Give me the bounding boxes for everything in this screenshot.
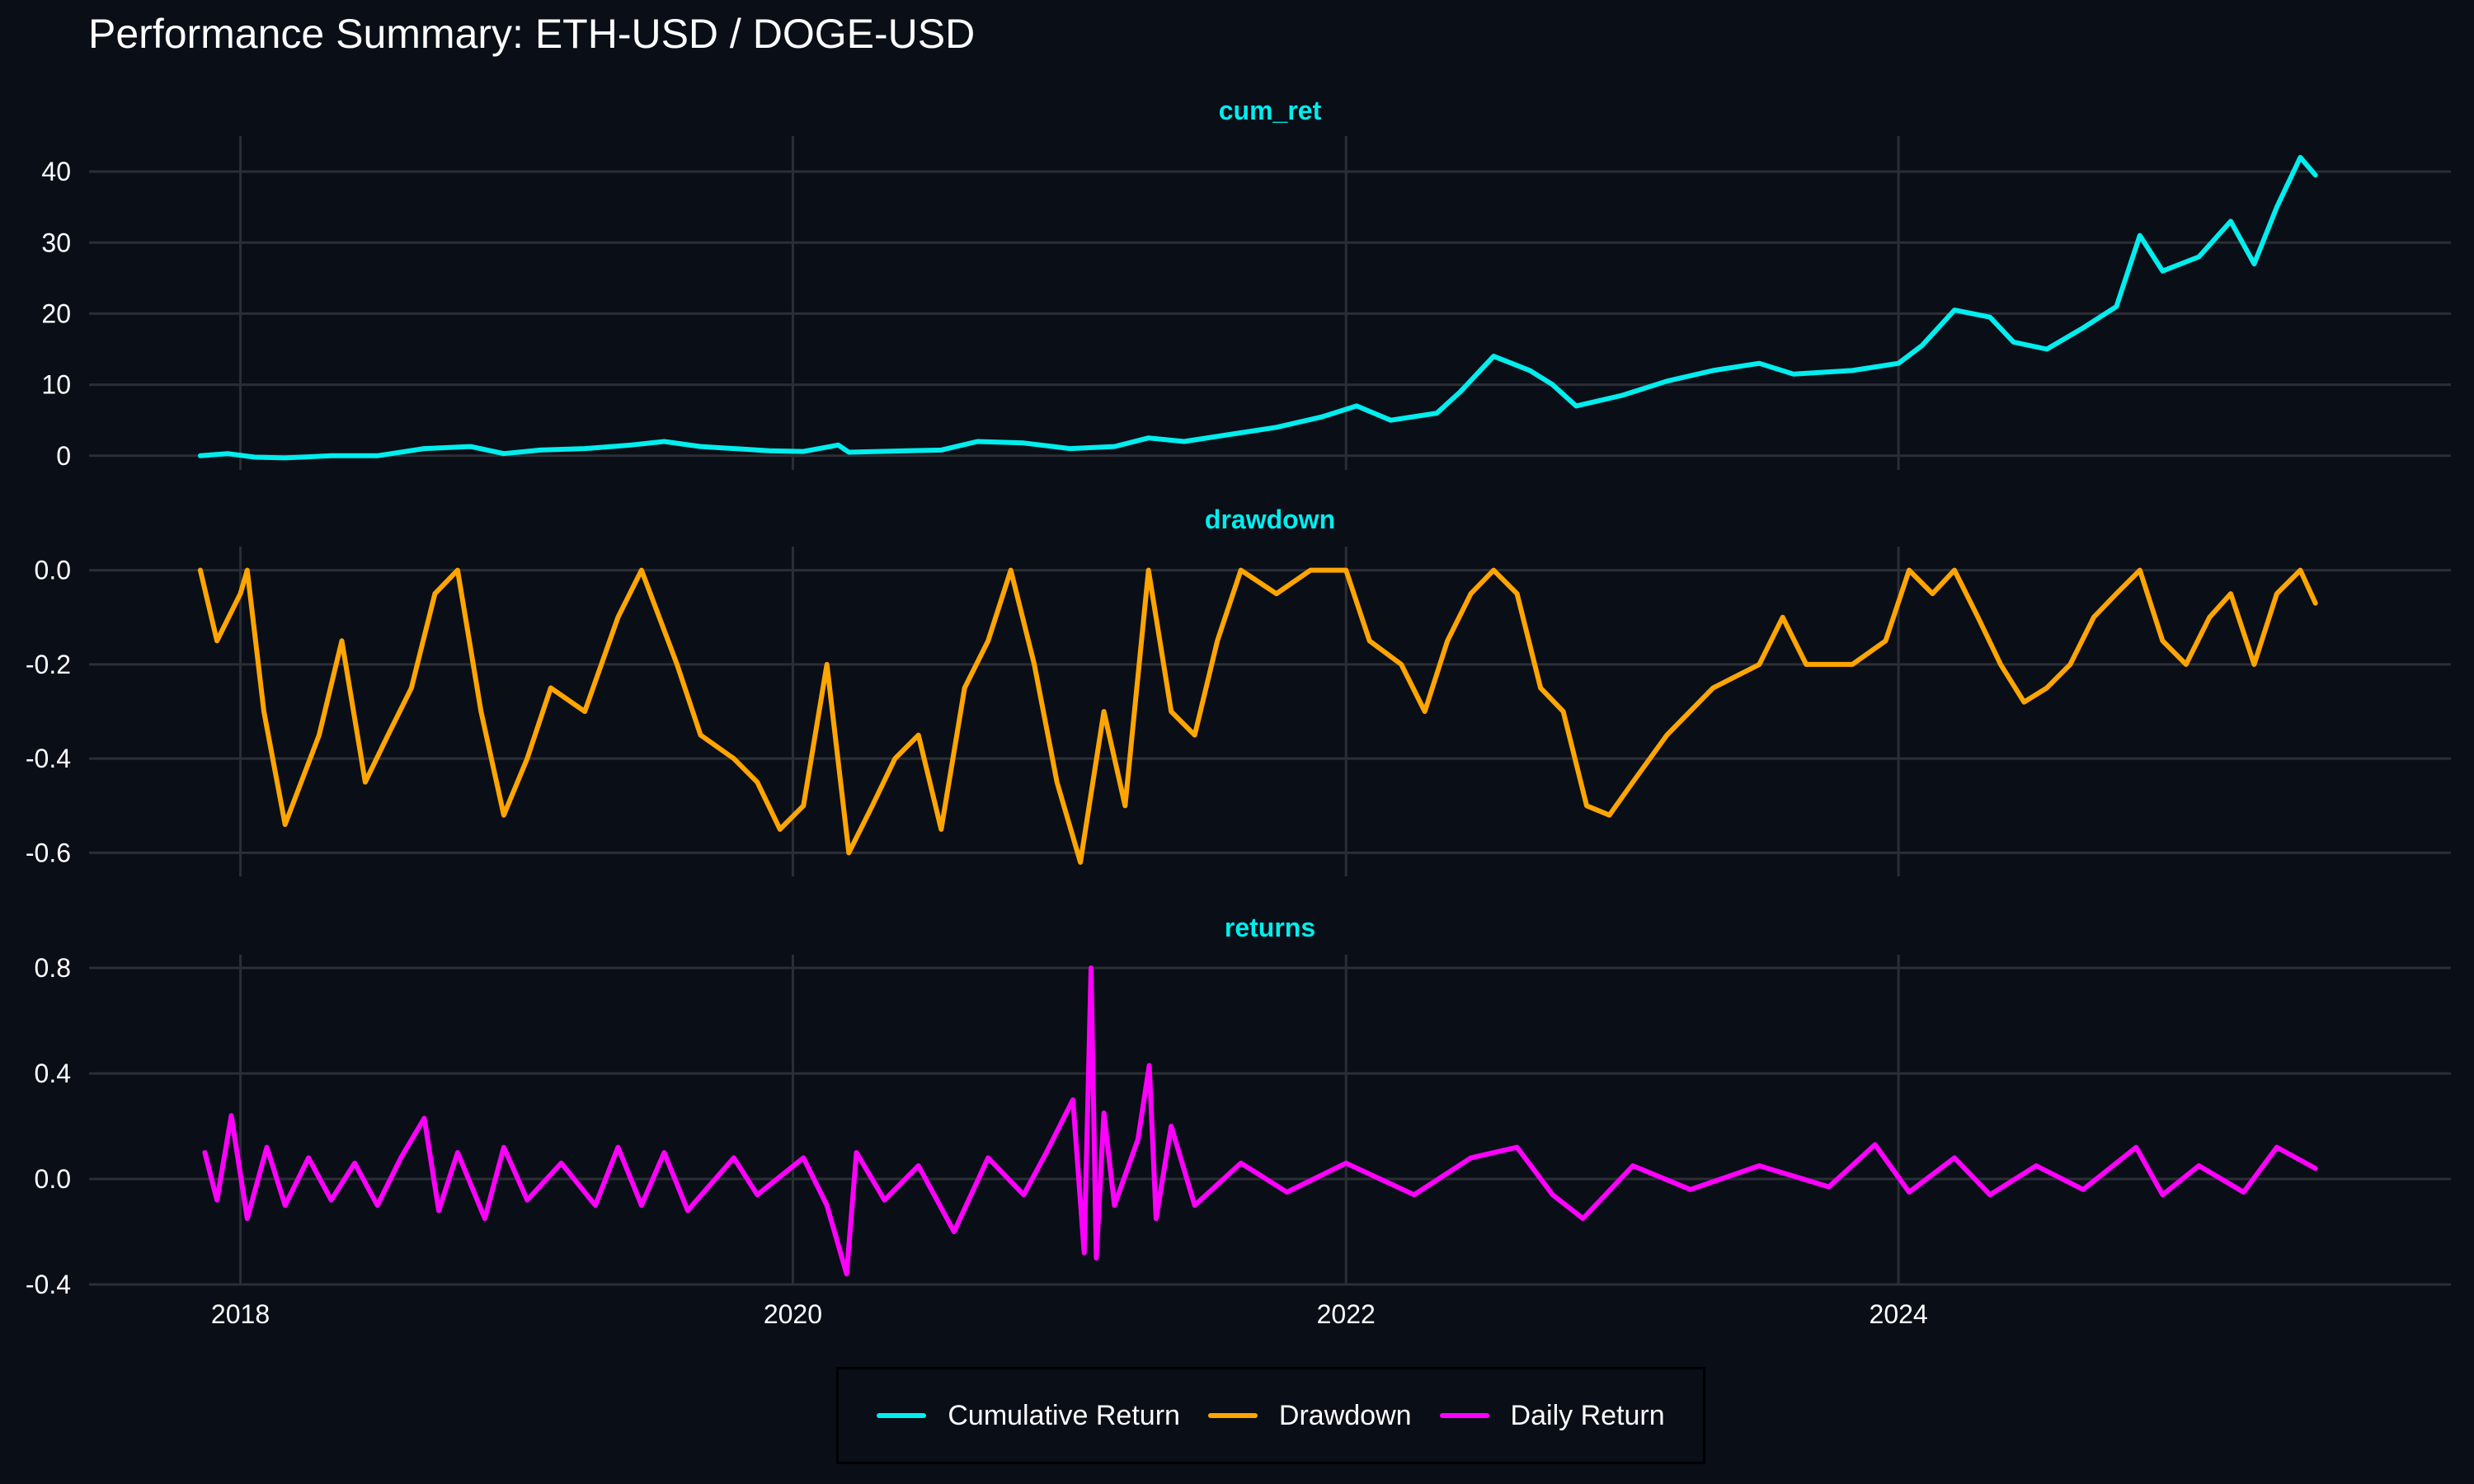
y-tick-label-cum_ret-4: 40 [41, 157, 71, 186]
x-tick-label-2: 2022 [1317, 1299, 1376, 1329]
y-tick-label-cum_ret-1: 10 [41, 370, 71, 400]
legend-item-drawdown: Drawdown [1207, 1399, 1412, 1432]
facet-label-cum_ret: cum_ret [1219, 96, 1322, 125]
series-line-drawdown [197, 567, 2318, 865]
y-tick-label-returns-1: 0.4 [35, 1059, 71, 1088]
y-tick-label-cum_ret-2: 20 [41, 298, 71, 328]
series-line-returns [202, 965, 2318, 1277]
y-tick-label-returns-0: 0.8 [35, 953, 71, 983]
legend-label-daily-return: Daily Return [1510, 1399, 1665, 1431]
x-tick-label-1: 2020 [764, 1299, 822, 1329]
y-tick-label-drawdown-2: -0.4 [26, 744, 71, 773]
series-line-cum_ret [197, 154, 2318, 461]
y-tick-label-returns-2: 0.0 [35, 1164, 71, 1194]
y-tick-label-cum_ret-0: 0 [56, 441, 71, 471]
y-tick-label-drawdown-3: -0.6 [26, 838, 71, 867]
x-tick-label-3: 2024 [1870, 1299, 1928, 1329]
chart-legend: Cumulative Return Drawdown Daily Return [836, 1367, 1705, 1464]
x-tick-label-0: 2018 [211, 1299, 270, 1329]
legend-swatch-cumulative-return [877, 1413, 927, 1418]
y-tick-label-cum_ret-3: 30 [41, 228, 71, 257]
legend-item-daily-return: Daily Return [1439, 1399, 1665, 1432]
legend-item-cumulative-return: Cumulative Return [877, 1400, 1180, 1432]
legend-swatch-drawdown [1207, 1413, 1258, 1418]
chart-title: Performance Summary: ETH-USD / DOGE-USD [88, 11, 976, 57]
legend-label-cumulative-return: Cumulative Return [948, 1399, 1180, 1431]
legend-swatch-daily-return [1439, 1413, 1489, 1418]
y-tick-label-drawdown-0: 0.0 [35, 556, 71, 585]
legend-label-drawdown: Drawdown [1278, 1399, 1412, 1431]
facet-label-returns: returns [1225, 913, 1315, 942]
y-tick-label-returns-3: -0.4 [26, 1270, 71, 1299]
facet-label-drawdown: drawdown [1205, 505, 1335, 534]
y-tick-label-drawdown-1: -0.2 [26, 650, 71, 679]
